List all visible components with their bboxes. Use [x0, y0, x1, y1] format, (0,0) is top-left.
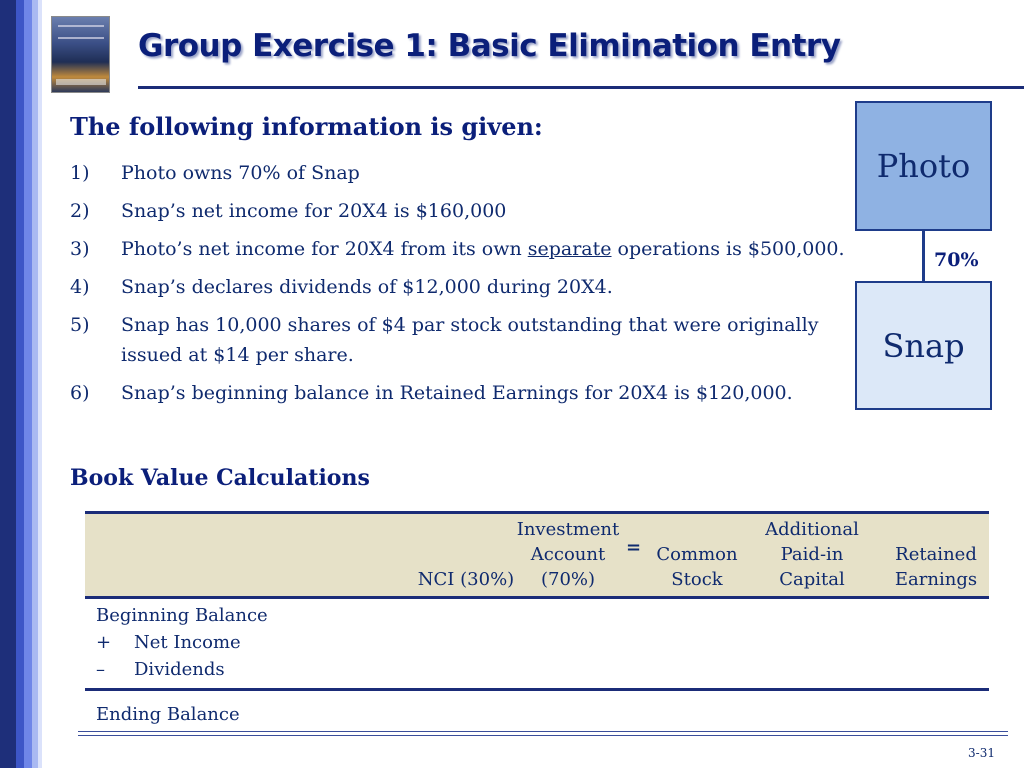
- row-beginning-balance: Beginning Balance: [96, 605, 268, 626]
- header-line: Earnings: [894, 569, 978, 590]
- row-dividends: – Dividends: [96, 659, 225, 680]
- book-value-title: Book Value Calculations: [70, 465, 370, 491]
- cover-title-band: [58, 25, 104, 39]
- row-net-income: + Net Income: [96, 632, 241, 653]
- org-subsidiary-box: Snap: [855, 281, 992, 410]
- header-line: Additional: [765, 519, 859, 540]
- item-number: 6): [70, 382, 90, 404]
- org-parent-box: Photo: [855, 101, 992, 231]
- subtotal-rule: [85, 688, 989, 691]
- item-text: Snap’s beginning balance in Retained Ear…: [121, 382, 793, 404]
- slide-title: Group Exercise 1: Basic Elimination Entr…: [138, 28, 841, 64]
- header-line: Common: [656, 544, 738, 565]
- item-text: Snap’s declares dividends of $12,000 dur…: [121, 276, 613, 298]
- page-number: 3-31: [968, 746, 995, 760]
- header-line: Paid-in: [780, 544, 844, 565]
- cover-author-band: [56, 79, 106, 85]
- item-text: Photo owns 70% of Snap: [121, 162, 360, 184]
- header-line: Investment: [516, 519, 620, 540]
- item-text: Snap’s net income for 20X4 is $160,000: [121, 200, 507, 222]
- item-text-underlined: separate: [527, 238, 612, 260]
- item-text-pre: Photo’s net income for 20X4 from its own: [121, 238, 528, 260]
- header-line: Capital: [779, 569, 845, 590]
- left-decor-bar-4: [32, 0, 38, 768]
- intro-lead: The following information is given:: [70, 112, 543, 141]
- item-text-post: operations is $500,000.: [611, 238, 845, 260]
- minus-sign: –: [96, 659, 105, 680]
- equals-sign: =: [626, 537, 642, 558]
- header-line: Stock: [671, 569, 723, 590]
- list-item: 1) Photo owns 70% of Snap: [70, 158, 860, 188]
- header-line: (70%): [540, 569, 596, 590]
- item-number: 1): [70, 162, 90, 184]
- list-item: 5) Snap has 10,000 shares of $4 par stock…: [70, 310, 860, 370]
- ownership-percent: 70%: [934, 249, 979, 271]
- given-info-list: 1) Photo owns 70% of Snap 2) Snap’s net in…: [70, 158, 860, 416]
- item-text: Snap has 10,000 shares of $4 par stock o…: [121, 314, 819, 366]
- header-common: Common Stock: [649, 542, 745, 592]
- double-rule-bottom: [78, 735, 1008, 736]
- list-item: 4) Snap’s declares dividends of $12,000 d…: [70, 272, 860, 302]
- left-decor-bar-5: [38, 0, 42, 768]
- row-label: Net Income: [134, 632, 241, 653]
- header-nci: NCI (30%): [411, 567, 521, 592]
- double-rule-top: [78, 731, 1008, 732]
- header-line: NCI (30%): [417, 569, 515, 590]
- header-apic: Additional Paid-in Capital: [757, 517, 867, 592]
- row-label: Dividends: [134, 659, 225, 680]
- header-investment: Investment Account (70%): [511, 517, 625, 592]
- row-ending-balance: Ending Balance: [96, 704, 240, 725]
- left-decor-bar-1: [0, 0, 16, 768]
- left-decor-bar-2: [16, 0, 24, 768]
- list-item: 3) Photo’s net income for 20X4 from its o…: [70, 234, 860, 264]
- plus-sign: +: [96, 632, 112, 653]
- table-header: NCI (30%) Investment Account (70%) = Com…: [85, 511, 989, 599]
- item-number: 4): [70, 276, 90, 298]
- left-decor-bar-3: [24, 0, 32, 768]
- header-retained: Retained Earnings: [885, 542, 987, 592]
- header-line: Retained: [895, 544, 977, 565]
- org-connector-line: [922, 231, 925, 281]
- title-underline: [138, 86, 1024, 89]
- header-line: Account: [530, 544, 606, 565]
- textbook-cover-thumbnail: [51, 16, 110, 93]
- item-number: 2): [70, 200, 90, 222]
- item-number: 3): [70, 238, 90, 260]
- item-number: 5): [70, 314, 90, 336]
- list-item: 2) Snap’s net income for 20X4 is $160,000: [70, 196, 860, 226]
- list-item: 6) Snap’s beginning balance in Retained E…: [70, 378, 860, 408]
